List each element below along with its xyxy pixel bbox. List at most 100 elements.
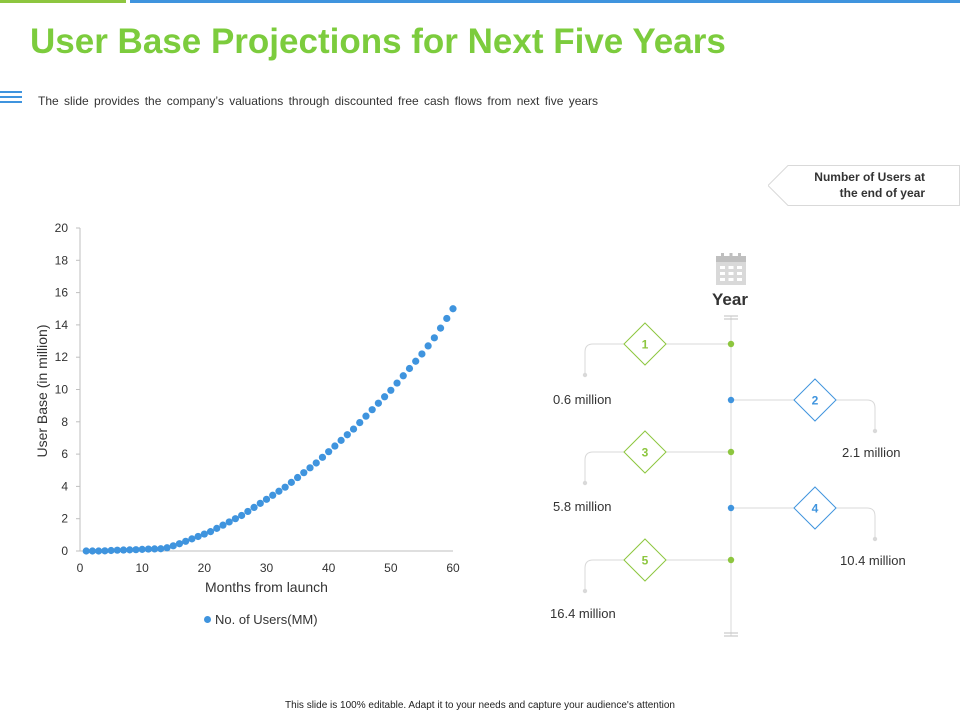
subtitle: The slide provides the company’s valuati… <box>38 94 599 108</box>
data-point <box>213 524 221 532</box>
data-point <box>281 483 289 491</box>
data-point <box>287 478 295 486</box>
x-tick-label: 0 <box>77 561 84 575</box>
timeline-node <box>727 556 735 564</box>
data-point <box>393 379 401 387</box>
data-point <box>175 540 184 548</box>
timeline-leader-end <box>582 480 588 486</box>
data-point <box>325 448 333 456</box>
y-tick-label: 2 <box>61 512 68 526</box>
y-tick-label: 18 <box>55 253 69 267</box>
data-point <box>188 535 196 543</box>
data-point <box>318 453 327 461</box>
data-point <box>312 459 320 467</box>
page-title: User Base Projections for Next Five Year… <box>30 22 726 61</box>
timeline-leader <box>584 451 645 482</box>
data-point <box>356 419 364 427</box>
timeline-heading: Year <box>712 290 748 309</box>
data-point <box>331 442 339 450</box>
data-point <box>244 507 252 516</box>
data-point <box>300 469 308 477</box>
y-tick-label: 8 <box>61 415 68 429</box>
data-point <box>88 547 97 555</box>
data-point <box>206 528 215 536</box>
data-point <box>169 542 177 550</box>
y-tick-label: 14 <box>55 318 69 332</box>
y-tick-label: 20 <box>55 221 69 235</box>
data-point <box>157 545 165 553</box>
data-point <box>436 324 445 332</box>
data-point <box>113 546 121 554</box>
timeline-node <box>727 448 735 456</box>
data-point <box>82 547 90 555</box>
timeline-leader <box>584 559 645 590</box>
x-tick-label: 50 <box>384 561 398 575</box>
x-tick-label: 10 <box>135 561 149 575</box>
year-number: 1 <box>642 338 649 352</box>
data-point <box>412 357 420 365</box>
timeline-leader <box>815 399 876 430</box>
year-diamond <box>793 486 837 530</box>
data-point <box>293 473 302 482</box>
x-tick-label: 20 <box>198 561 212 575</box>
year-number: 3 <box>642 446 649 460</box>
accent-bar-blue <box>130 0 960 3</box>
data-point <box>231 515 240 523</box>
data-point <box>163 544 171 552</box>
data-point <box>449 305 457 313</box>
x-tick-label: 30 <box>260 561 274 575</box>
x-tick-label: 60 <box>446 561 460 575</box>
legend-marker <box>204 616 211 624</box>
timeline-node <box>727 504 735 512</box>
year-number: 2 <box>812 394 819 408</box>
timeline-leader <box>584 343 645 374</box>
data-point <box>269 491 277 499</box>
year-number: 5 <box>642 554 649 568</box>
y-tick-label: 10 <box>55 383 69 397</box>
data-point <box>238 511 246 520</box>
data-point <box>343 431 351 439</box>
y-tick-label: 4 <box>61 479 68 493</box>
data-point <box>418 350 426 358</box>
y-axis-title: User Base (in million) <box>34 324 50 458</box>
year-1-value: 0.6 million <box>553 392 612 407</box>
data-point <box>194 532 202 541</box>
callout-line-2: the end of year <box>839 186 925 200</box>
year-diamond <box>793 378 837 422</box>
data-point <box>225 518 233 526</box>
calendar-icon <box>716 253 746 285</box>
year-diamond <box>623 430 667 474</box>
year-diamond <box>623 322 667 366</box>
data-point <box>151 545 159 553</box>
data-point <box>362 412 370 420</box>
data-point <box>126 546 134 554</box>
data-point <box>219 521 227 529</box>
menu-icon <box>0 91 22 103</box>
timeline-leader-end <box>872 536 878 542</box>
data-point <box>405 364 414 373</box>
data-point <box>374 399 382 407</box>
timeline-node <box>727 340 735 348</box>
timeline-leader-end <box>582 588 588 594</box>
data-point <box>381 393 389 401</box>
y-tick-label: 16 <box>55 286 69 300</box>
data-point <box>256 499 264 507</box>
year-2-value: 2.1 million <box>842 445 901 460</box>
year-diamond <box>623 538 667 582</box>
data-point <box>306 464 314 472</box>
year-number: 4 <box>812 502 819 516</box>
data-point <box>101 547 109 555</box>
data-point <box>132 546 140 554</box>
accent-bar-green <box>0 0 126 3</box>
data-point <box>424 342 432 350</box>
callout-line-1: Number of Users at <box>814 170 925 184</box>
callout-text: Number of Users at the end of year <box>790 169 925 201</box>
year-4-value: 10.4 million <box>840 553 906 568</box>
data-point <box>349 425 358 433</box>
timeline-node <box>727 396 735 404</box>
timeline-leader-end <box>582 372 588 378</box>
data-point <box>443 314 451 323</box>
y-tick-label: 6 <box>61 447 68 461</box>
legend-label: No. of Users(MM) <box>215 612 318 627</box>
